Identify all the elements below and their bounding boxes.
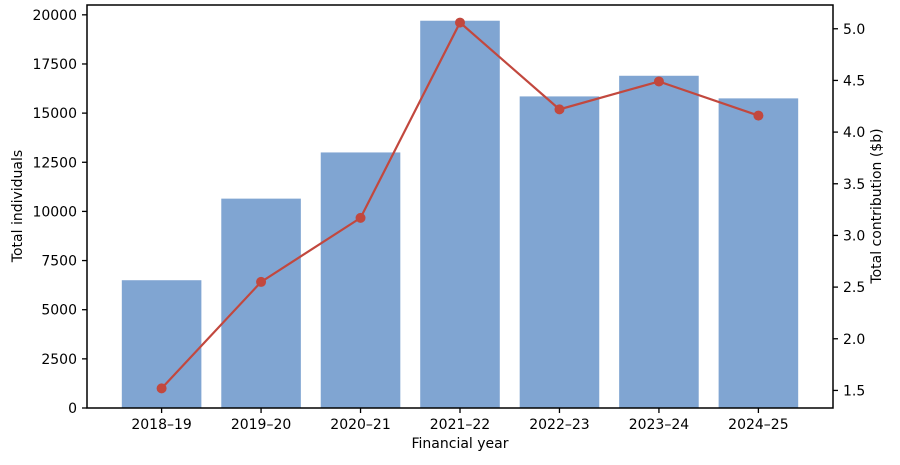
contribution-line-marker bbox=[653, 76, 664, 87]
left-y-tick-label: 7500 bbox=[41, 254, 77, 270]
contribution-line-marker bbox=[156, 383, 167, 394]
right-y-tick-label: 2.5 bbox=[843, 280, 865, 296]
x-tick-label: 2020–21 bbox=[330, 417, 390, 433]
left-y-axis-label: Total individuals bbox=[10, 149, 26, 263]
left-y-tick-label: 2500 bbox=[41, 352, 77, 368]
x-axis-label: Financial year bbox=[411, 436, 509, 452]
contribution-line-marker bbox=[355, 212, 366, 223]
bar bbox=[221, 198, 301, 408]
right-y-tick-label: 3.5 bbox=[843, 177, 865, 193]
left-y-tick-label: 5000 bbox=[41, 303, 77, 319]
left-y-tick-label: 15000 bbox=[32, 106, 77, 122]
x-tick-label: 2022–23 bbox=[529, 417, 589, 433]
contribution-line-marker bbox=[753, 110, 764, 121]
x-tick-label: 2021–22 bbox=[430, 417, 490, 433]
bar bbox=[519, 96, 600, 408]
left-y-tick-label: 10000 bbox=[32, 204, 77, 220]
plot-border bbox=[86, 4, 834, 409]
right-y-tick-label: 4.5 bbox=[843, 73, 865, 89]
bar bbox=[320, 152, 401, 408]
contribution-line-marker bbox=[256, 276, 267, 287]
bar bbox=[619, 75, 699, 409]
x-tick-label: 2023–24 bbox=[629, 417, 690, 433]
right-y-tick-label: 1.5 bbox=[843, 383, 865, 399]
right-y-axis-label: Total contribution ($b) bbox=[869, 128, 885, 284]
x-tick-label: 2024–25 bbox=[728, 417, 788, 433]
left-y-tick-label: 12500 bbox=[32, 155, 77, 171]
right-y-tick-label: 4.0 bbox=[843, 125, 865, 141]
x-tick-label: 2019–20 bbox=[231, 417, 291, 433]
x-tick-label: 2018–19 bbox=[131, 417, 191, 433]
left-y-tick-label: 0 bbox=[68, 401, 77, 417]
contribution-line-marker bbox=[554, 104, 565, 115]
bar bbox=[420, 20, 500, 408]
left-y-tick-label: 20000 bbox=[32, 8, 77, 24]
left-y-tick-label: 17500 bbox=[32, 57, 77, 73]
contribution-line-marker bbox=[455, 17, 465, 28]
bar bbox=[718, 98, 799, 408]
right-y-tick-label: 5.0 bbox=[843, 22, 865, 38]
right-y-tick-label: 3.0 bbox=[843, 228, 865, 244]
right-y-tick-label: 2.0 bbox=[843, 332, 865, 348]
